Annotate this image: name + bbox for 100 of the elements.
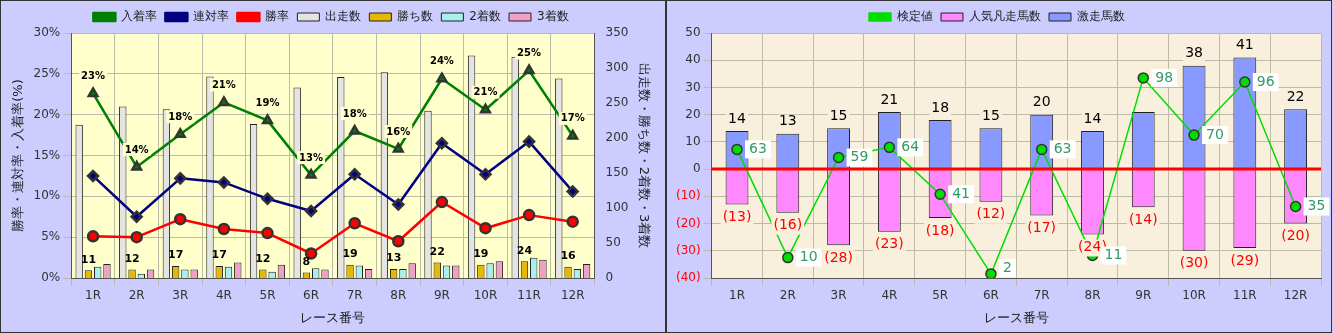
data-label: 14 [728, 109, 747, 126]
y-tick-label: 20% [33, 106, 61, 121]
data-label: 17 [211, 248, 227, 262]
point [566, 185, 579, 198]
x-tick-label: 4R [215, 288, 232, 303]
data-label: 19 [473, 247, 489, 261]
point [392, 198, 405, 211]
data-label: 25% [517, 47, 542, 59]
data-label: 41 [1235, 36, 1254, 53]
data-label: (17) [1027, 219, 1057, 236]
point [349, 124, 361, 135]
point [522, 135, 536, 148]
x-tick-label: 3R [172, 288, 189, 303]
point [174, 212, 187, 226]
data-label: 15 [829, 106, 848, 123]
point [130, 230, 143, 244]
data-label: 64 [901, 137, 920, 154]
x-tick-label: 5R [932, 288, 949, 303]
y-tick-label: 25% [33, 65, 61, 80]
point [348, 217, 361, 230]
point [304, 204, 318, 218]
x-tick-label: 12R [1283, 288, 1308, 303]
point [883, 141, 896, 154]
data-label: 63 [1053, 140, 1072, 157]
data-label: 22 [1286, 87, 1305, 104]
point [305, 168, 317, 179]
legend-label: 勝ち数 [397, 9, 434, 24]
point [174, 172, 187, 185]
data-label: (14) [1128, 210, 1158, 227]
x-tick-label: 6R [303, 288, 320, 303]
point [87, 87, 99, 98]
legend-label: 検定値 [897, 9, 933, 24]
y-tick-label: (40) [675, 270, 701, 285]
data-label: 98 [1155, 68, 1174, 85]
data-label: 13% [299, 151, 324, 163]
x-tick-label: 7R [1033, 288, 1050, 303]
data-label: 41 [952, 184, 970, 201]
data-label: 38 [1185, 44, 1203, 61]
data-label: 35 [1307, 197, 1326, 214]
y2-axis-title: 出走数・勝ち数・2着数・3着数 [636, 62, 652, 249]
point [479, 103, 492, 114]
legend-label: 2着数 [469, 9, 502, 24]
data-label: 18% [342, 107, 367, 119]
point [1137, 72, 1150, 84]
y-tick-label: 0 [692, 161, 701, 176]
legend-label: 勝率 [265, 9, 290, 24]
y-tick-label: 0% [41, 270, 61, 285]
x-tick-label: 8R [1084, 288, 1101, 303]
y-axis-title: 勝率・連対率・入着率(%) [10, 79, 26, 232]
x-tick-label: 12R [560, 288, 585, 303]
point [436, 72, 448, 83]
y-tick-label: (10) [675, 188, 701, 203]
data-label: (16) [773, 216, 803, 233]
data-label: 14% [124, 143, 149, 155]
data-label: 17% [560, 112, 585, 124]
y2-tick-label: 100 [605, 200, 629, 215]
y2-tick-label: 0 [605, 270, 614, 285]
y-tick-label: 15% [33, 147, 61, 162]
x-tick-label: 11R [1233, 288, 1257, 303]
data-label: (23) [874, 235, 904, 252]
data-label: (30) [1179, 254, 1209, 271]
point [261, 114, 274, 125]
x-tick-label: 9R [1135, 288, 1152, 303]
y2-tick-label: 350 [605, 25, 629, 40]
point [782, 251, 794, 264]
legend-label: 連対率 [193, 9, 230, 24]
data-label: 63 [749, 140, 767, 157]
y-tick-label: 30 [685, 79, 701, 94]
data-label: 19 [342, 247, 358, 261]
data-label: 8 [302, 254, 311, 268]
x-tick-label: 2R [779, 288, 796, 303]
data-label: (28) [824, 248, 853, 265]
data-label: 20 [1032, 93, 1051, 110]
point [985, 268, 997, 278]
x-tick-label: 10R [1182, 288, 1206, 303]
y-tick-label: 30% [33, 25, 61, 40]
y-tick-label: (20) [675, 215, 701, 230]
x-tick-label: 5R [259, 288, 276, 303]
x-tick-label: 4R [881, 288, 898, 303]
point [392, 235, 405, 248]
data-label: 18% [168, 110, 193, 122]
y-tick-label: 40 [685, 52, 701, 67]
data-label: 19% [255, 96, 280, 108]
data-label: 96 [1256, 72, 1275, 89]
y2-tick-label: 300 [605, 60, 629, 75]
data-label: 21% [473, 86, 498, 98]
data-label: 16% [386, 125, 411, 137]
x-tick-label: 1R [85, 288, 102, 303]
data-label: (12) [976, 205, 1006, 222]
legend-label: 出走数 [325, 9, 362, 24]
point [566, 215, 579, 228]
point [392, 142, 404, 153]
data-label: 22 [429, 244, 445, 258]
data-label: 18 [931, 98, 950, 115]
point [523, 64, 535, 75]
point [218, 96, 230, 107]
x-tick-label: 10R [473, 288, 498, 303]
x-axis-title: レース番号 [983, 309, 1049, 325]
data-label: (18) [925, 221, 955, 238]
point [131, 160, 143, 171]
